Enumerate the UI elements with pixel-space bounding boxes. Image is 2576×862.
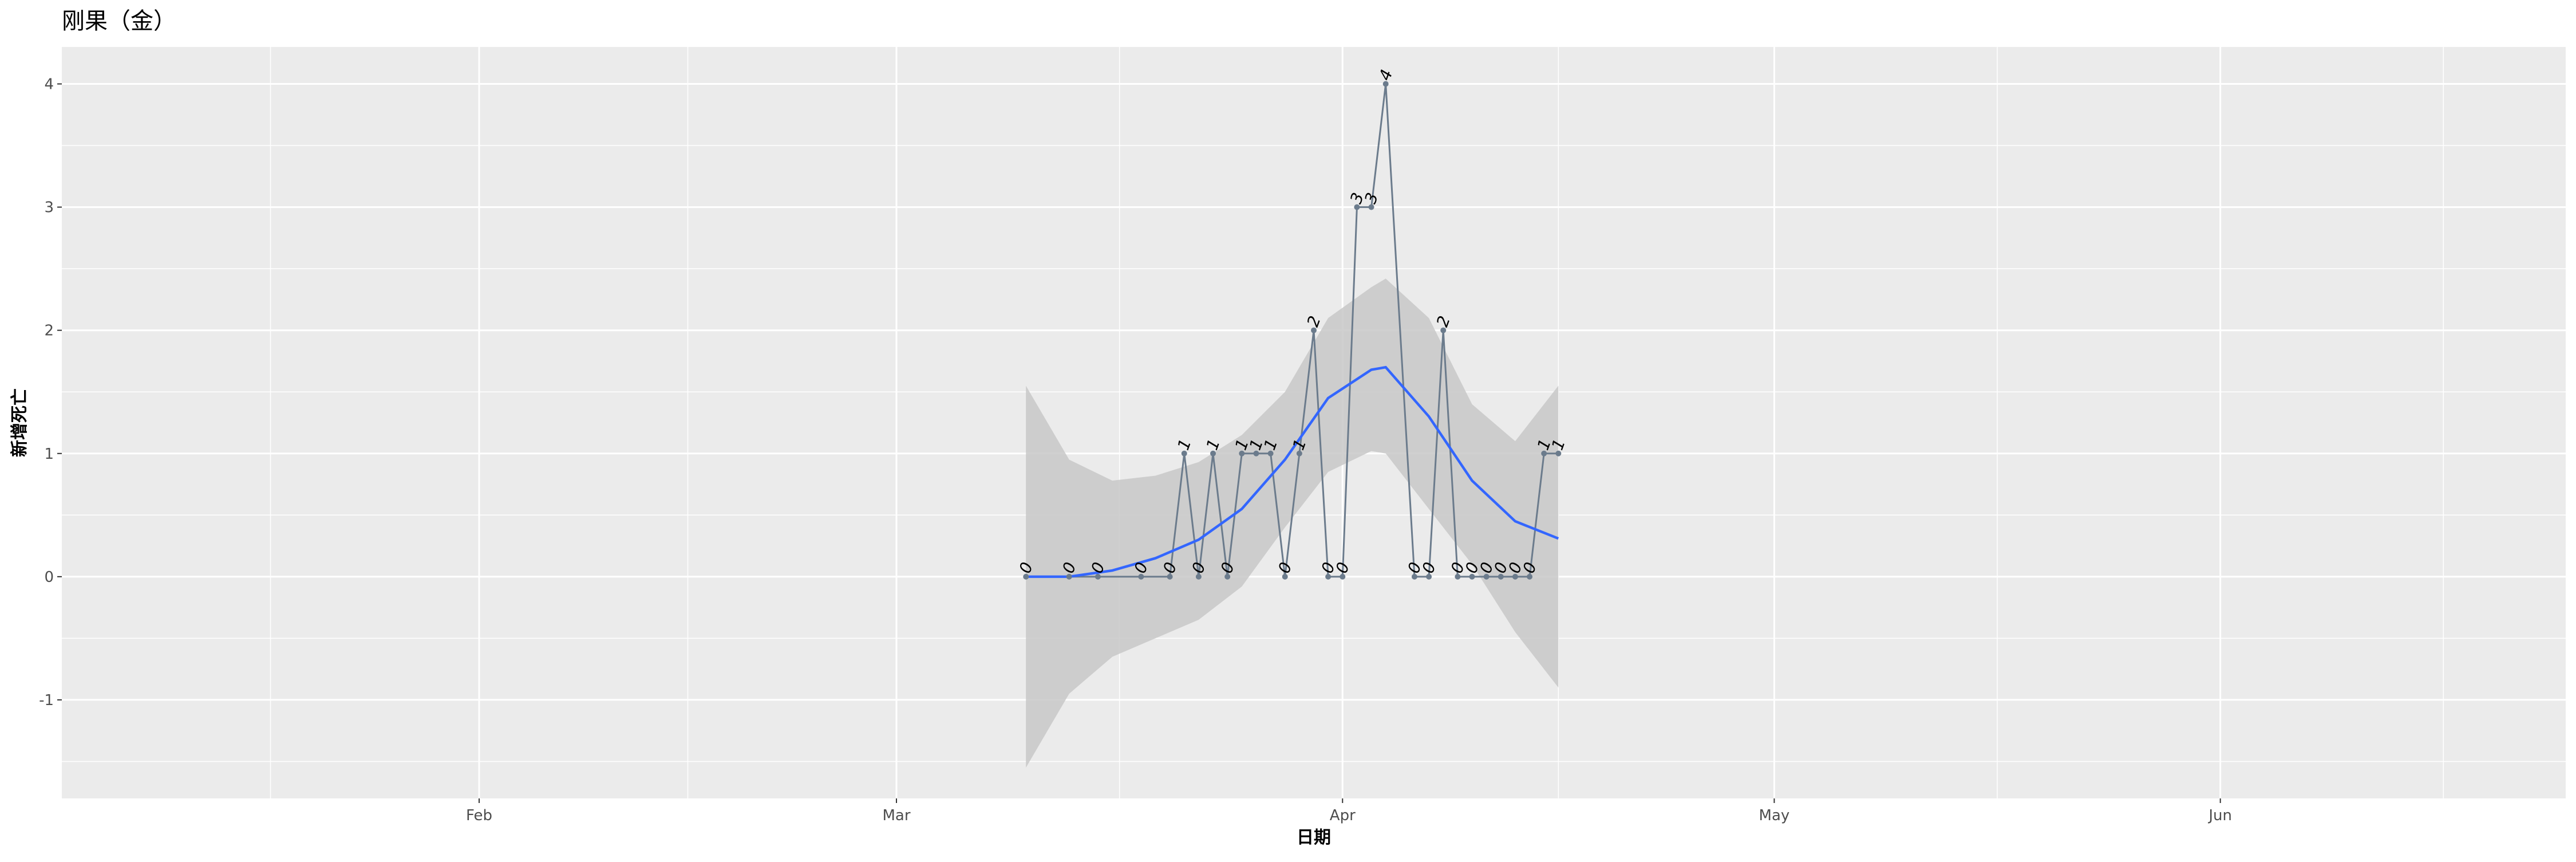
data-point — [1541, 450, 1547, 456]
data-point — [1512, 573, 1518, 580]
y-tick-label: 3 — [44, 199, 54, 217]
y-tick-label: 0 — [44, 569, 54, 586]
data-point — [1483, 573, 1490, 580]
data-points — [1023, 81, 1562, 580]
y-tick-label: 2 — [44, 322, 54, 340]
data-point — [1282, 573, 1288, 580]
data-point — [1411, 573, 1417, 580]
data-point — [1167, 573, 1173, 580]
x-axis-title: 日期 — [1297, 828, 1331, 848]
data-point — [1426, 573, 1432, 580]
data-point — [1210, 450, 1216, 456]
y-tick-label: 4 — [44, 76, 54, 93]
y-tick-label: -1 — [39, 692, 54, 709]
data-point — [1325, 573, 1332, 580]
data-point — [1527, 573, 1533, 580]
x-tick-label: Apr — [1330, 807, 1356, 824]
data-point — [1311, 327, 1317, 333]
data-point — [1239, 450, 1245, 456]
data-point — [1253, 450, 1259, 456]
data-point — [1296, 450, 1302, 456]
x-tick-label: Mar — [882, 807, 910, 824]
data-point — [1267, 450, 1274, 456]
y-axis: -1 0 1 2 3 4 — [39, 76, 62, 709]
data-point — [1382, 81, 1389, 87]
y-tick-label: 1 — [44, 446, 54, 463]
data-point — [1469, 573, 1475, 580]
data-point — [1555, 450, 1562, 456]
data-point — [1095, 573, 1101, 580]
x-tick-label: Jun — [2207, 807, 2232, 824]
data-point — [1138, 573, 1144, 580]
data-point — [1195, 573, 1202, 580]
data-point — [1368, 204, 1374, 210]
data-point — [1498, 573, 1504, 580]
x-tick-label: Feb — [466, 807, 492, 824]
data-point — [1181, 450, 1187, 456]
data-point — [1224, 573, 1231, 580]
data-point — [1354, 204, 1360, 210]
confidence-band — [1026, 278, 1559, 768]
data-point — [1440, 327, 1447, 333]
data-point — [1023, 573, 1029, 580]
data-point — [1455, 573, 1461, 580]
data-point — [1340, 573, 1346, 580]
data-point — [1066, 573, 1072, 580]
y-axis-title: 新增死亡 — [10, 388, 30, 457]
x-axis: Feb Mar Apr May Jun — [466, 798, 2232, 824]
smooth-line — [1026, 365, 1559, 578]
x-tick-label: May — [1759, 807, 1790, 824]
chart-title: 刚果（金） — [62, 8, 176, 34]
